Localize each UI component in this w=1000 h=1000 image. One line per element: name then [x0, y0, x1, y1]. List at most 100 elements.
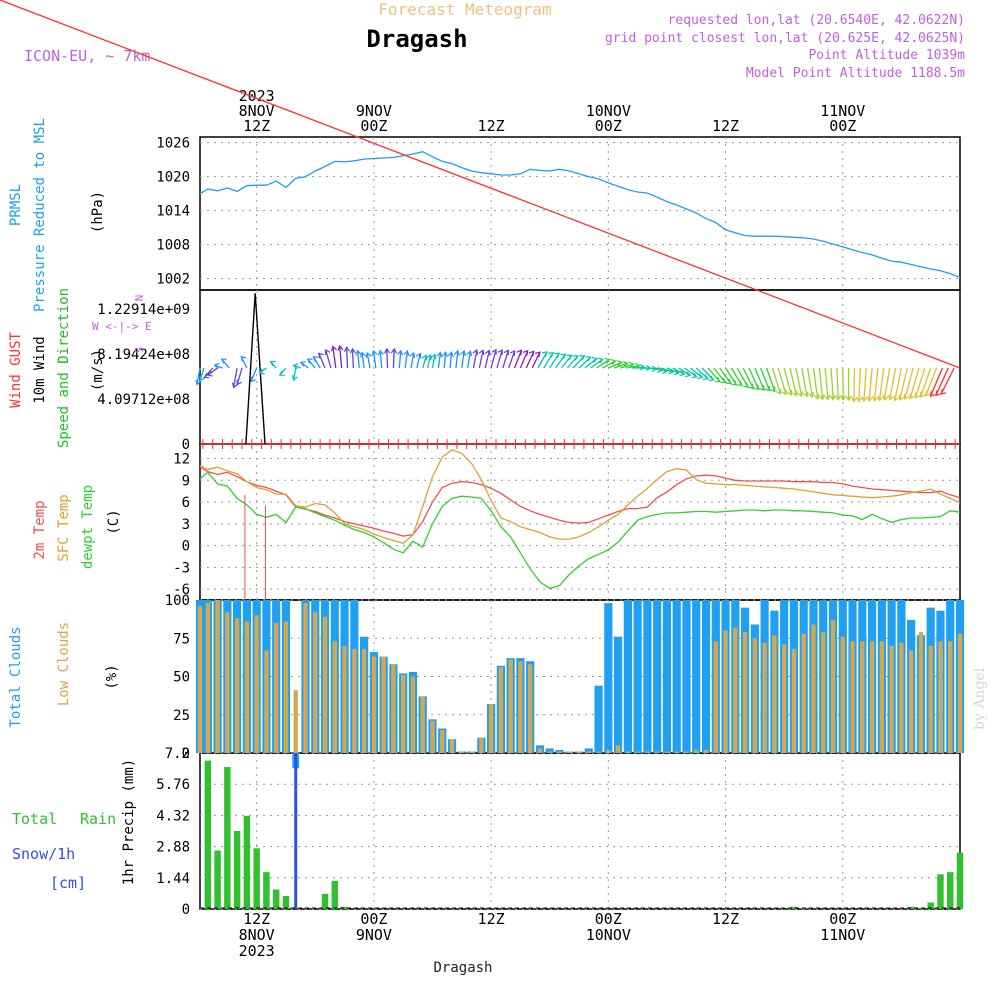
y-tick-label: 1020 [156, 170, 190, 186]
precip-total-label: Total [12, 810, 57, 828]
temp-line-3 [199, 471, 961, 590]
total-cloud-bar [584, 748, 593, 753]
wind-arrow-head [343, 346, 351, 353]
precip-snow-label: Snow/1h [12, 845, 75, 863]
total-cloud-bar [613, 636, 623, 753]
wind-arrow [812, 367, 819, 399]
low-cloud-bar [293, 690, 298, 753]
wind-arrow-head [585, 356, 592, 362]
wind-arrow-head [882, 394, 889, 402]
low-cloud-bar [791, 648, 797, 753]
wind-arrow-head [403, 349, 410, 356]
wind-arrow [596, 359, 610, 369]
low-cloud-bar [215, 600, 220, 753]
supertitle: Forecast Meteogram [378, 0, 551, 19]
wind-arrow [801, 367, 808, 397]
wind-arrow-head [503, 349, 509, 356]
wind-arrow [196, 367, 201, 385]
wind-gust-label: Wind GUST [8, 332, 24, 408]
wind-arrow-head [919, 391, 926, 398]
y-tick-label: 12 [173, 452, 190, 468]
y-tick-label: 8.19424e+08 [97, 347, 190, 363]
wind-arrow [889, 367, 897, 400]
y-tick-label: 6 [182, 495, 190, 511]
low-cloud-bar [938, 641, 943, 753]
temp-unit-label: (C) [106, 509, 122, 534]
wind-arrow-head [731, 379, 738, 386]
wind-arrow [925, 367, 938, 396]
model-label: ICON-EU, ~ 7km [24, 47, 150, 65]
low-cloud-bar [449, 739, 455, 753]
wind-arrow-head [818, 394, 825, 401]
wind-arrow [472, 349, 478, 369]
low-cloud-bar [234, 618, 240, 753]
wind-arrow-head [791, 390, 798, 397]
wind-arrow-head [840, 395, 847, 402]
wind-arrow-head [829, 394, 836, 401]
wind-arrow [392, 348, 395, 369]
wind-arrow [426, 354, 432, 369]
low-cloud-bar [488, 704, 494, 753]
rain-bar [272, 889, 280, 909]
wind-arrow [783, 367, 792, 396]
wind-arrow [619, 363, 634, 369]
total-cloud-bar [692, 600, 701, 753]
wind-arrow [868, 367, 873, 402]
wind-arrow [684, 367, 697, 378]
wind-arrow-head [541, 351, 548, 357]
rain-bar [927, 902, 934, 909]
wind-arrow-head [856, 396, 863, 403]
y-tick-label: 2.88 [156, 840, 190, 856]
rain-bar [331, 880, 339, 909]
wind-arrow-head [935, 390, 941, 397]
wind-arrow-head [203, 372, 210, 379]
low-cloud-bar [518, 661, 523, 753]
low-cloud-bar [694, 749, 699, 753]
total-cloud-bar [662, 600, 672, 753]
wind-arrow-head [742, 382, 749, 389]
wind-arrow [416, 353, 421, 369]
wind-arrow [929, 367, 944, 397]
watermark: by Angel [972, 667, 988, 730]
wind-arrow-head [377, 349, 384, 356]
low-cloud-bar [313, 612, 318, 753]
low-cloud-bar [469, 751, 474, 753]
wind-arrow [519, 350, 529, 369]
wind-arrow-head [472, 348, 479, 355]
y-tick-label: 4.09712e+08 [97, 392, 190, 408]
total-clouds-label: Total Clouds [8, 626, 24, 727]
low-cloud-bar [498, 667, 504, 753]
wind-arrow [584, 357, 598, 369]
rain-bar [947, 872, 954, 909]
wind-arrow [398, 350, 402, 369]
rain-bar [204, 760, 212, 909]
wind-arrow-head [808, 391, 815, 399]
wind-arrow [422, 355, 427, 369]
wind-arrow [537, 351, 548, 369]
rain-bar [233, 831, 241, 909]
wind-arrow-head [813, 393, 820, 401]
wind-arrow-head [909, 393, 915, 400]
wind-arrow [824, 367, 829, 400]
wind-arrow [613, 362, 628, 369]
wind-arrow-head [466, 350, 473, 357]
rain-bar [243, 815, 251, 909]
wind-spike-line [245, 293, 266, 445]
wind-arrow-head [360, 351, 367, 358]
wind-arrow [351, 348, 355, 369]
low-cloud-bar [264, 650, 269, 753]
low-cloud-bar [801, 633, 806, 753]
wind-arrow-head [199, 375, 205, 382]
top-time-label: 11NOV [820, 102, 865, 120]
bottom-time-label: 00Z [829, 910, 856, 928]
wind-arrow-head [306, 358, 313, 364]
low-cloud-bar [879, 641, 884, 753]
wind-arrow-head [802, 391, 809, 398]
wind-arrow [760, 367, 771, 391]
wind-arrow-head [702, 374, 709, 380]
wind-arrow-head [914, 392, 921, 399]
bottom-time-label: 00Z [595, 910, 622, 928]
wind-arrow [345, 347, 349, 369]
wind-arrow [508, 350, 516, 369]
total-cloud-bar [594, 685, 603, 753]
